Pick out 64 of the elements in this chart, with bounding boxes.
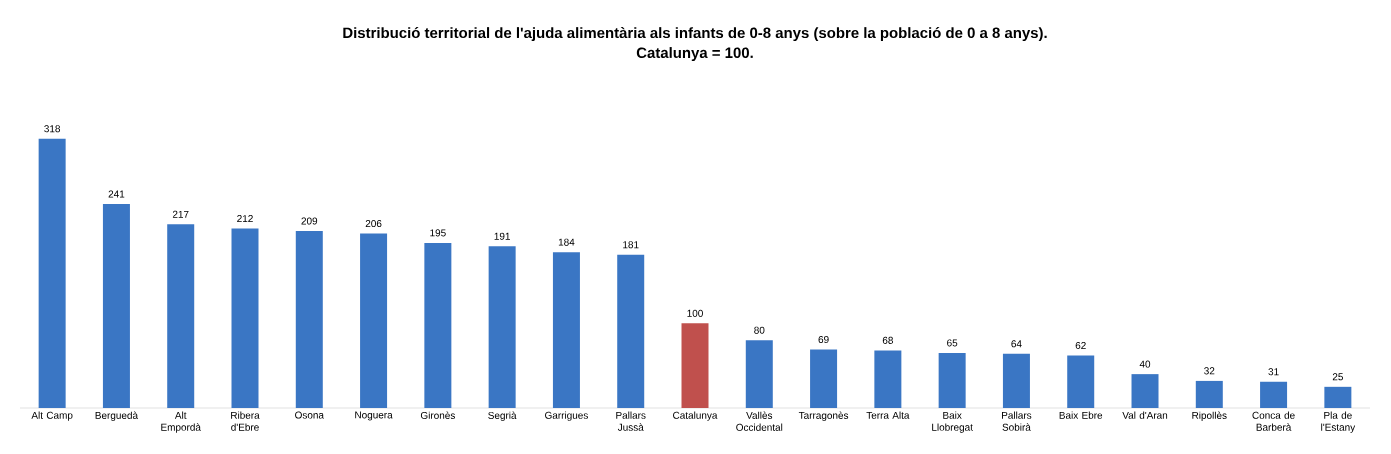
x-tick-label: Noguera (355, 411, 393, 421)
data-label: 184 (558, 238, 575, 246)
x-tick-label: Tarragonès (798, 411, 849, 421)
x-tick-label: Alt Empordà (161, 411, 201, 433)
x-tick-label: Val d'Aran (1122, 411, 1168, 419)
x-tick-label: Pallars Sobirà (1002, 411, 1032, 431)
data-label: 62 (1075, 341, 1086, 349)
bar (167, 224, 195, 408)
x-tick-label: Baix Llobregat (932, 411, 973, 433)
bar (1131, 374, 1159, 408)
data-label: 318 (44, 125, 61, 133)
bar (102, 203, 130, 408)
bar (552, 252, 580, 408)
bar (681, 323, 709, 408)
x-tick-label: Alt Camp (31, 411, 73, 421)
data-label: 217 (172, 210, 189, 218)
data-label: 241 (108, 190, 125, 198)
data-label: 100 (687, 309, 703, 317)
bar (1067, 355, 1095, 408)
data-label: 32 (1204, 367, 1215, 375)
data-label: 212 (237, 215, 253, 222)
x-tick-label: Berguedà (95, 411, 139, 421)
data-label: 80 (754, 326, 765, 334)
x-tick-label: Pallars Jussà (616, 411, 646, 431)
bar (1324, 386, 1352, 408)
data-label: 64 (1011, 340, 1022, 348)
bar (38, 138, 66, 408)
data-label: 31 (1268, 368, 1279, 376)
x-tick-label: Gironès (420, 411, 455, 419)
bar (488, 246, 516, 408)
x-tick-label: Garrigues (545, 411, 588, 421)
x-tick-label: Conca de Barberà (1252, 411, 1295, 431)
data-label: 65 (947, 339, 958, 347)
x-tick-label: Pla de l'Estany (1321, 411, 1356, 433)
x-tick-label: Ribera d'Ebre (231, 411, 260, 431)
bar (874, 350, 902, 408)
data-label: 209 (301, 217, 318, 225)
data-label: 195 (430, 229, 446, 237)
x-tick-label: Catalunya (673, 411, 718, 421)
data-label: 191 (494, 232, 510, 240)
bar (1002, 353, 1030, 408)
bar (617, 254, 645, 408)
x-tick-label: Terra Alta (866, 411, 910, 419)
bar (295, 231, 323, 408)
data-label: 181 (623, 241, 639, 249)
chart-title: Distribució territorial de l'ajuda alimentària als infants de 0-8 anys (sobre la població de 0 a 8 anys). Catalunya = 100. (343, 27, 1047, 61)
data-label: 40 (1139, 360, 1151, 368)
bar (1260, 381, 1288, 408)
bar (1195, 380, 1223, 408)
x-tick-label: Baix Ebre (1059, 411, 1103, 419)
x-tick-label: Vallès Occidental (736, 411, 783, 431)
bar (810, 349, 838, 408)
bar (745, 340, 773, 408)
bar (424, 242, 452, 408)
x-tick-label: Ripollès (1192, 411, 1227, 421)
data-label: 25 (1332, 373, 1343, 381)
bar (938, 352, 966, 408)
data-label: 69 (818, 336, 829, 344)
bar (231, 228, 259, 408)
x-tick-label: Osona (295, 411, 324, 419)
data-label: 206 (365, 220, 382, 228)
x-tick-label: Segrià (488, 411, 517, 421)
bar (360, 233, 388, 408)
data-label: 68 (882, 336, 893, 344)
